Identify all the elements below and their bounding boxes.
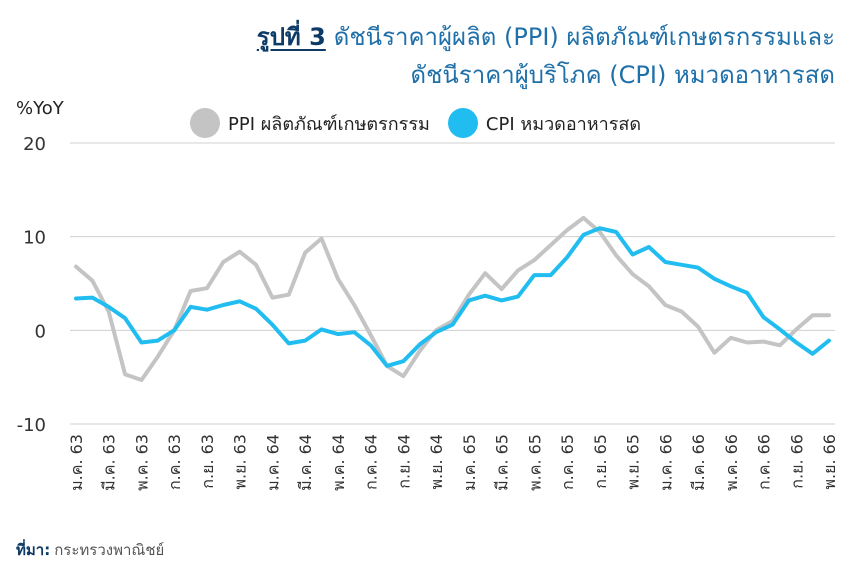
series-line-cpi: [74, 226, 831, 368]
figure-label: รูปที่ 3: [256, 23, 326, 51]
y-tick-label: 20: [23, 134, 46, 155]
series-line-ppi: [74, 215, 831, 382]
source-label: ที่มา:: [16, 541, 51, 559]
x-tick-label: พ.ย. 63: [231, 434, 250, 490]
x-tick-label: พ.ย. 65: [624, 434, 643, 490]
title-text-1: ดัชนีราคาผู้ผลิต (PPI) ผลิตภัณฑ์เกษตรกรร…: [333, 23, 835, 51]
x-tick-label: มี.ค. 63: [100, 434, 119, 491]
x-tick-label: พ.ย. 66: [820, 434, 839, 490]
x-tick-label: พ.ค. 64: [329, 434, 348, 491]
x-tick-label: ม.ค. 63: [67, 434, 86, 491]
x-tick-label: ม.ค. 66: [656, 434, 675, 491]
x-tick-label: พ.ค. 65: [525, 434, 544, 491]
y-tick-label: 0: [35, 321, 46, 342]
x-tick-label: มี.ค. 64: [296, 434, 315, 491]
x-tick-label: ก.ย. 66: [787, 434, 806, 489]
x-tick-label: ม.ค. 65: [460, 434, 479, 491]
source-text: กระทรวงพาณิชย์: [54, 541, 165, 559]
y-tick-label: -10: [17, 415, 46, 436]
source-note: ที่มา: กระทรวงพาณิชย์: [16, 538, 164, 562]
x-tick-label: ก.ค. 63: [165, 434, 184, 490]
title-line-2: ดัชนีราคาผู้บริโภค (CPI) หมวดอาหารสด: [410, 61, 835, 89]
x-tick-label: ก.ย. 63: [198, 434, 217, 489]
legend-label-ppi: PPI ผลิตภัณฑ์เกษตรกรรม: [228, 113, 430, 135]
x-tick-label: มี.ค. 66: [689, 434, 708, 491]
legend: PPI ผลิตภัณฑ์เกษตรกรรม CPI หมวดอาหารสด: [190, 108, 641, 138]
y-axis-label: %YoY: [16, 98, 64, 119]
x-tick-label: ก.ย. 64: [394, 434, 413, 489]
y-tick-label: 10: [23, 228, 46, 249]
legend-label-cpi: CPI หมวดอาหารสด: [485, 113, 642, 135]
x-tick-label: มี.ค. 65: [493, 434, 512, 491]
legend-swatch-ppi: [190, 108, 220, 138]
legend-item-cpi: CPI หมวดอาหารสด: [447, 108, 642, 138]
x-tick-label: ม.ค. 64: [263, 434, 282, 491]
x-tick-label: พ.ย. 64: [427, 434, 446, 490]
x-tick-label: ก.ค. 64: [362, 434, 381, 490]
chart-title: รูปที่ 3 ดัชนีราคาผู้ผลิต (PPI) ผลิตภัณฑ์…: [257, 18, 835, 94]
x-tick-label: ก.ค. 65: [558, 434, 577, 490]
x-tick-label: ก.ย. 65: [591, 434, 610, 489]
legend-swatch-cpi: [447, 108, 478, 138]
x-tick-label: พ.ค. 66: [722, 434, 741, 491]
x-tick-label: ก.ค. 66: [755, 434, 774, 490]
x-tick-label: พ.ค. 63: [132, 434, 151, 491]
title-line-1: รูปที่ 3 ดัชนีราคาผู้ผลิต (PPI) ผลิตภัณฑ์…: [257, 18, 835, 56]
legend-item-ppi: PPI ผลิตภัณฑ์เกษตรกรรม: [190, 108, 430, 138]
